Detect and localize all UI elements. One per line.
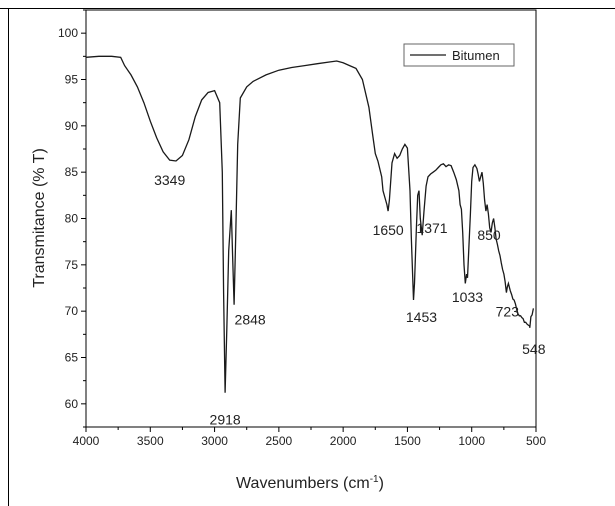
x-axis-title-sup: -1 bbox=[370, 474, 379, 485]
peak-label: 850 bbox=[477, 227, 501, 243]
image-border-left bbox=[8, 8, 9, 506]
peak-annotations: 3349 2918 2848 1650 1453 1371 1033 850 723 548 bbox=[154, 172, 546, 428]
y-tick-label: 95 bbox=[65, 73, 79, 87]
legend-box bbox=[403, 43, 515, 67]
legend-label: Bitumen bbox=[452, 48, 500, 63]
peak-label: 1453 bbox=[406, 309, 437, 325]
x-tick-label: 3500 bbox=[137, 434, 164, 448]
x-tick-label: 2000 bbox=[330, 434, 357, 448]
peak-label: 1650 bbox=[373, 222, 404, 238]
x-tick-label: 4000 bbox=[73, 434, 100, 448]
peak-label: 2848 bbox=[235, 312, 266, 328]
x-axis-ticks: 4000 3500 3000 2500 2000 1500 1000 500 bbox=[73, 427, 546, 448]
y-tick-label: 60 bbox=[65, 397, 79, 411]
x-tick-label: 500 bbox=[526, 434, 546, 448]
peak-label: 723 bbox=[496, 304, 520, 320]
x-tick-label: 1500 bbox=[394, 434, 421, 448]
y-tick-label: 100 bbox=[58, 26, 78, 40]
peak-label: 1371 bbox=[416, 220, 447, 236]
y-tick-label: 85 bbox=[65, 165, 79, 179]
x-axis-title-end: ) bbox=[379, 475, 384, 492]
y-axis-ticks: 60 65 70 75 80 85 90 95 100 bbox=[58, 9, 86, 428]
peak-label: 548 bbox=[522, 341, 546, 357]
x-tick-label: 3000 bbox=[201, 434, 228, 448]
x-tick-label: 2500 bbox=[266, 434, 293, 448]
y-tick-label: 70 bbox=[65, 304, 79, 318]
y-tick-label: 80 bbox=[65, 212, 79, 226]
x-axis-title: Wavenumbers (cm-1) bbox=[236, 474, 384, 492]
y-tick-label: 65 bbox=[65, 351, 79, 365]
y-tick-label: 90 bbox=[65, 119, 79, 133]
legend: Bitumen bbox=[403, 43, 515, 67]
y-axis-title: Transmitance (% T) bbox=[31, 148, 48, 288]
peak-label: 3349 bbox=[154, 172, 185, 188]
peak-label: 1033 bbox=[452, 289, 483, 305]
series-line-bitumen bbox=[85, 55, 535, 393]
plot-frame bbox=[85, 9, 537, 428]
image-border-top bbox=[0, 8, 615, 9]
peak-label: 2918 bbox=[210, 412, 241, 428]
x-axis-title-main: Wavenumbers (cm bbox=[236, 475, 370, 492]
x-tick-label: 1000 bbox=[458, 434, 485, 448]
y-tick-label: 75 bbox=[65, 258, 79, 272]
